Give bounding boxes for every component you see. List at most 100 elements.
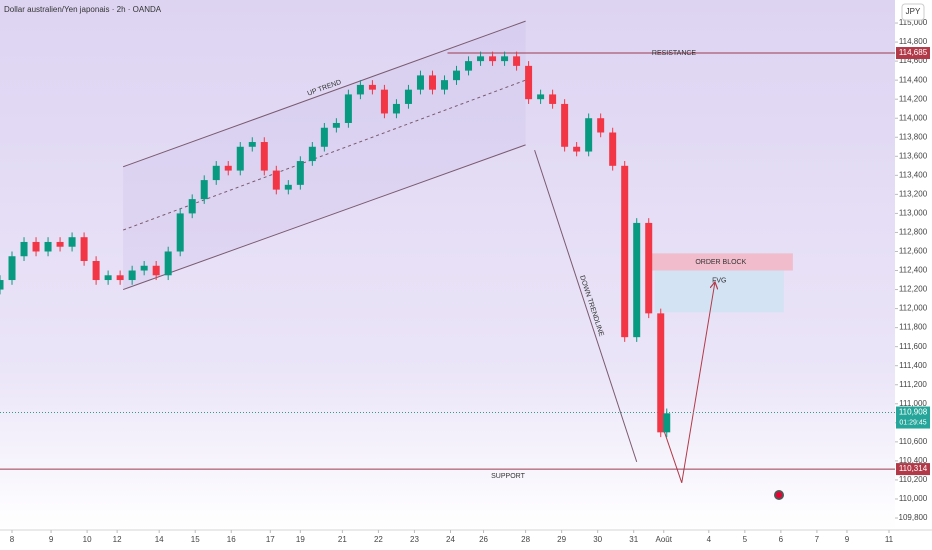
current-price-tag [896, 406, 930, 429]
logo-inner [776, 492, 782, 498]
candle-body [663, 413, 671, 433]
candle-body [549, 94, 557, 104]
y-tick-label: 111,200 [899, 380, 927, 389]
x-tick-label: 9 [49, 535, 54, 544]
x-tick-label: 7 [815, 535, 820, 544]
candle-body [440, 80, 448, 90]
candle-body [573, 146, 581, 152]
price-tag [896, 47, 930, 60]
candle-body [128, 270, 136, 281]
candle-body [68, 237, 76, 247]
y-tick-label: 112,000 [899, 304, 928, 313]
candle-body [164, 251, 172, 276]
currency: JPY [906, 7, 921, 16]
candle-body [44, 241, 52, 252]
y-tick-label: 113,200 [899, 189, 928, 198]
candle-body [657, 313, 665, 433]
x-tick-label: 9 [845, 535, 850, 544]
candle-body [296, 161, 304, 185]
y-tick-label: 111,600 [899, 342, 927, 351]
candle-body [116, 275, 124, 281]
candle-body [537, 94, 545, 100]
candle-body [200, 180, 208, 200]
x-tick-label: 22 [374, 535, 383, 544]
candle-body [104, 275, 112, 281]
candle-body [248, 142, 256, 147]
candle-body [416, 75, 424, 90]
y-tick-label: 114,800 [899, 37, 928, 46]
y-tick-label: 110,200 [899, 475, 928, 484]
y-tick-label: 112,400 [899, 266, 928, 275]
y-tick-label: 112,200 [899, 285, 928, 294]
x-tick-label: 26 [479, 535, 488, 544]
y-tick-label: 111,400 [899, 361, 927, 370]
candle-body [465, 61, 473, 71]
x-tick-label: 24 [446, 535, 455, 544]
candle-body [0, 280, 4, 290]
candle-body [392, 103, 400, 114]
candle-body [260, 142, 268, 171]
candle-body [633, 222, 641, 338]
candle-body [368, 84, 376, 90]
currency-box [901, 3, 925, 21]
trend-line [122, 144, 526, 291]
candle-body [32, 241, 40, 252]
zone [654, 270, 784, 313]
x-tick-label: Août [656, 535, 673, 544]
candle-body [8, 256, 16, 281]
candle-body [380, 89, 388, 114]
y-tick-label: 113,000 [899, 209, 928, 218]
x-tick-label: 19 [296, 535, 305, 544]
candle-body [224, 165, 232, 171]
candle-body [344, 94, 352, 123]
x-tick-label: 31 [629, 535, 638, 544]
price-tag-label: 110,314 [899, 464, 928, 473]
candle-body [188, 199, 196, 214]
candle-body [152, 265, 160, 276]
candle-body [356, 84, 364, 95]
x-tick-label: 15 [191, 535, 200, 544]
y-tick-label: 114,200 [899, 94, 928, 103]
price-tag [896, 463, 930, 476]
candle-body [501, 56, 509, 62]
candle-body [621, 165, 629, 338]
candle-body [645, 222, 653, 314]
y-tick-label: 109,800 [899, 513, 928, 522]
y-tick-label: 113,400 [899, 170, 928, 179]
y-tick-label: 112,800 [899, 228, 928, 237]
y-tick-label: 111,000 [899, 399, 927, 408]
level-label: SUPPORT [491, 473, 525, 480]
x-tick-label: 5 [743, 535, 748, 544]
zone [648, 253, 793, 271]
chart-title: Dollar australien/Yen japonais · 2h · OA… [4, 5, 162, 14]
x-tick-label: 30 [593, 535, 602, 544]
x-tick-label: 29 [557, 535, 566, 544]
price-axis-background [895, 0, 932, 550]
y-tick-label: 111,800 [899, 323, 927, 332]
candle-body [453, 70, 461, 81]
candle-body [284, 184, 292, 190]
candle-body [404, 89, 412, 104]
x-tick-label: 4 [707, 535, 712, 544]
candle-body [236, 146, 244, 171]
candle-body [140, 265, 148, 271]
candle-body [428, 75, 436, 90]
candle-body [92, 261, 100, 281]
candle-body [212, 165, 220, 181]
y-tick-label: 112,600 [899, 247, 928, 256]
x-tick-label: 11 [885, 535, 894, 544]
candle-body [609, 132, 617, 166]
x-tick-label: 16 [227, 535, 236, 544]
candle-body [272, 170, 280, 190]
zone-label: FVG [712, 277, 726, 284]
candle-body [80, 237, 88, 262]
countdown: 01:29:45 [899, 419, 926, 426]
trend-line [122, 20, 526, 168]
candle-body [585, 118, 593, 152]
candle-body [308, 146, 316, 162]
y-tick-label: 114,600 [899, 56, 928, 65]
candle-body [332, 122, 340, 128]
y-tick-label: 110,000 [899, 494, 928, 503]
candle-body [513, 56, 521, 66]
